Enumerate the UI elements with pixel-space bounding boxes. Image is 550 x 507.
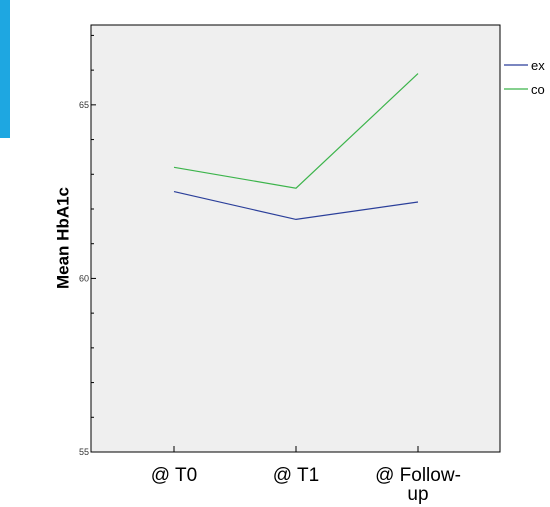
legend-label-ex: ex	[531, 58, 545, 73]
series-line-ex	[173, 191, 419, 221]
legend: ex co	[504, 58, 545, 97]
y-minor-ticks	[91, 34, 96, 453]
y-axis-title: Mean HbA1c	[53, 187, 72, 289]
x-tick-label: @ Follow-up	[375, 465, 461, 505]
accent-strip	[0, 0, 10, 138]
legend-label-co: co	[531, 82, 545, 97]
series-line-co	[173, 73, 419, 189]
y-tick-label: 55	[79, 447, 89, 457]
plot-area	[90, 24, 501, 453]
x-tick-label: @ T0	[151, 465, 197, 486]
y-axis-ticks: 55 60 65	[79, 100, 89, 457]
y-tick-label: 60	[79, 273, 89, 283]
x-axis-ticks: @ T0 @ T1 @ Follow-up	[151, 446, 461, 505]
x-tick-label: @ T1	[273, 465, 319, 486]
y-tick-label: 65	[79, 100, 89, 110]
series-lines	[173, 73, 419, 221]
